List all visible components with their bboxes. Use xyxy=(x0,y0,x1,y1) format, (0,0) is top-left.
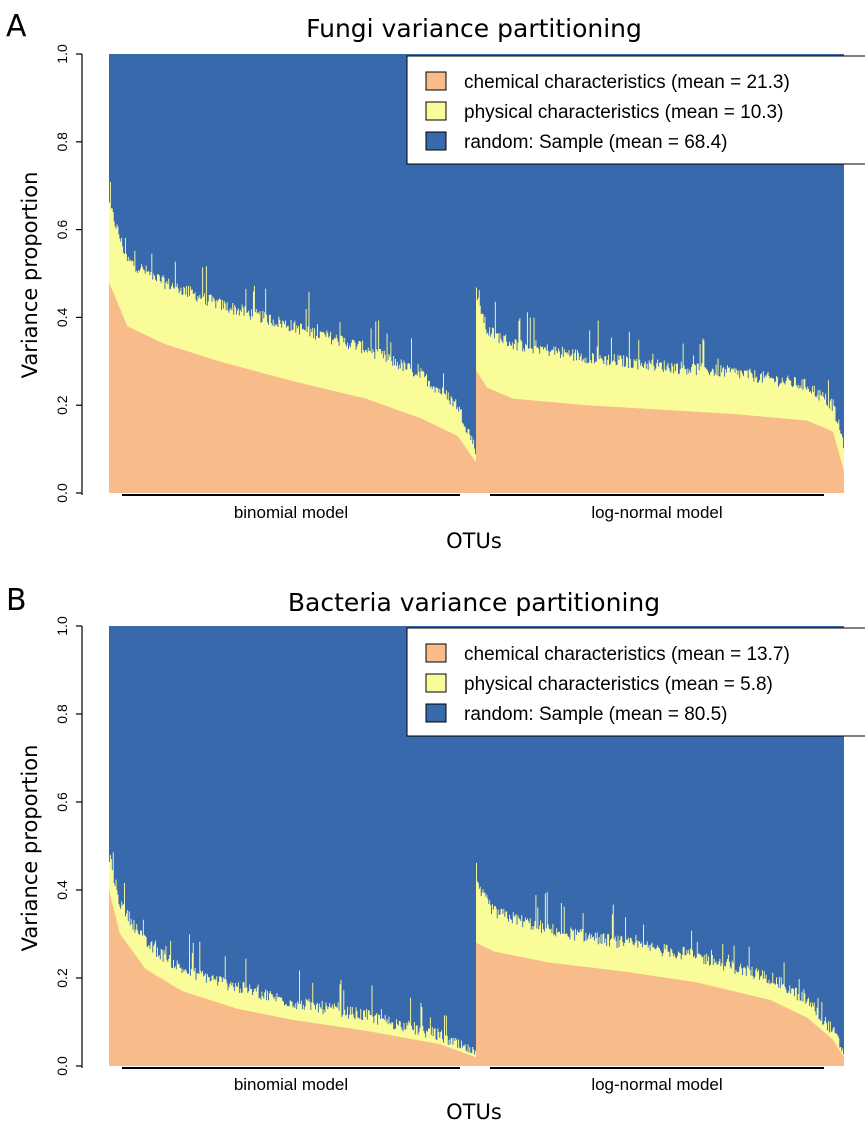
panel-letter-a: A xyxy=(6,9,27,44)
y-tick-label-0.2: 0.2 xyxy=(54,968,70,988)
legend-bacteria: chemical characteristics (mean = 13.7) p… xyxy=(406,627,865,737)
y-tick-label-0.6: 0.6 xyxy=(54,792,70,812)
y-tick-label-0.0: 0.0 xyxy=(54,483,70,503)
legend-label-physical: physical characteristics (mean = 5.8) xyxy=(464,674,773,695)
y-tick-label-0.6: 0.6 xyxy=(54,220,70,240)
bars-chemical-lognormal xyxy=(476,370,844,493)
legend-label-physical: physical characteristics (mean = 10.3) xyxy=(464,102,783,123)
y-tick-label-0.4: 0.4 xyxy=(54,307,70,327)
group-label-binomial-bacteria: binomial model xyxy=(234,1075,348,1094)
bars-chemical-lognormal xyxy=(476,943,844,1066)
y-tick-label-1.0: 1.0 xyxy=(54,44,70,64)
panel-letter-b: B xyxy=(6,583,27,618)
legend-label-random: random: Sample (mean = 80.5) xyxy=(464,704,728,725)
chart-title-bacteria: Bacteria variance partitioning xyxy=(288,588,660,617)
legend-swatch-physical xyxy=(425,101,447,121)
legend-label-random: random: Sample (mean = 68.4) xyxy=(464,132,728,153)
legend-swatch-random xyxy=(425,131,447,151)
x-axis-label-fungi: OTUs xyxy=(446,529,502,553)
legend-swatch-chemical xyxy=(425,71,447,91)
y-axis-label-bacteria: Variance proportion xyxy=(18,745,42,952)
group-label-lognormal-bacteria: log-normal model xyxy=(591,1075,722,1094)
legend-label-chemical: chemical characteristics (mean = 13.7) xyxy=(464,644,790,665)
y-axis-bacteria: 0.0 0.2 0.4 0.6 0.8 1.0 xyxy=(54,616,83,1076)
panel-b: B Bacteria variance partitioning 0.00.20… xyxy=(6,583,865,1124)
y-tick-label-0.8: 0.8 xyxy=(54,704,70,724)
legend-swatch-chemical xyxy=(425,643,447,663)
legend-label-chemical: chemical characteristics (mean = 21.3) xyxy=(464,72,790,93)
y-tick-label-0.4: 0.4 xyxy=(54,880,70,900)
x-axis-label-bacteria: OTUs xyxy=(446,1100,502,1124)
bars-chemical-binomial xyxy=(109,283,476,493)
y-tick-label-1.0: 1.0 xyxy=(54,616,70,636)
group-label-binomial-fungi: binomial model xyxy=(234,503,348,522)
y-axis-fungi: 0.0 0.2 0.4 0.6 0.8 1.0 xyxy=(54,44,83,503)
chart-title-fungi: Fungi variance partitioning xyxy=(306,14,642,43)
legend-swatch-random xyxy=(425,703,447,723)
y-tick-label-0.0: 0.0 xyxy=(54,1056,70,1076)
panel-a: A Fungi variance partitioning 0.00.20.40… xyxy=(6,9,865,553)
legend-swatch-physical xyxy=(425,673,447,693)
y-axis-label-fungi: Variance proportion xyxy=(18,172,42,379)
y-tick-label-0.8: 0.8 xyxy=(54,132,70,152)
legend-fungi: chemical characteristics (mean = 21.3) p… xyxy=(406,55,865,165)
y-tick-label-0.2: 0.2 xyxy=(54,395,70,415)
bars-chemical-binomial xyxy=(109,891,476,1066)
group-label-lognormal-fungi: log-normal model xyxy=(591,503,722,522)
